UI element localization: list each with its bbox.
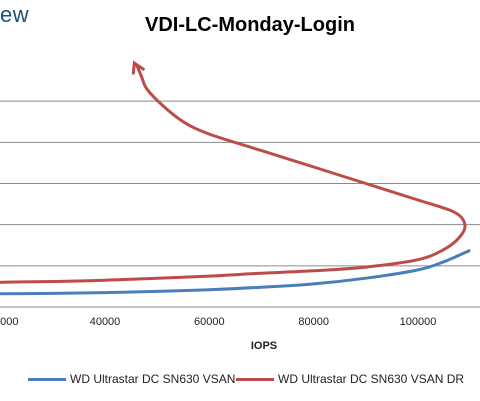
chart-legend: WD Ultrastar DC SN630 VSAN WD Ultrastar … — [0, 372, 480, 390]
legend-label-vsan: WD Ultrastar DC SN630 VSAN — [70, 372, 236, 386]
x-tick-label: 60000 — [194, 316, 225, 328]
series-line-0 — [0, 248, 471, 296]
legend-item-vsan: WD Ultrastar DC SN630 VSAN — [28, 372, 235, 386]
x-tick-label: 0000 — [0, 316, 18, 328]
x-tick-label: 40000 — [90, 316, 121, 328]
x-axis-label: IOPS — [251, 340, 277, 352]
chart-title: VDI-LC-Monday-Login — [145, 14, 355, 36]
x-tick-label: 80000 — [298, 316, 329, 328]
series-line-1 — [0, 63, 467, 284]
legend-swatch-vsan — [28, 377, 66, 381]
series-end-arrow — [131, 60, 145, 75]
legend-label-vsan-dr: WD Ultrastar DC SN630 VSAN DR — [278, 372, 465, 386]
brand-logo-text: ew — [0, 2, 30, 27]
legend-swatch-vsan-dr — [236, 377, 274, 381]
legend-item-vsan-dr: WD Ultrastar DC SN630 VSAN DR — [236, 372, 464, 386]
x-tick-label: 100000 — [400, 316, 437, 328]
